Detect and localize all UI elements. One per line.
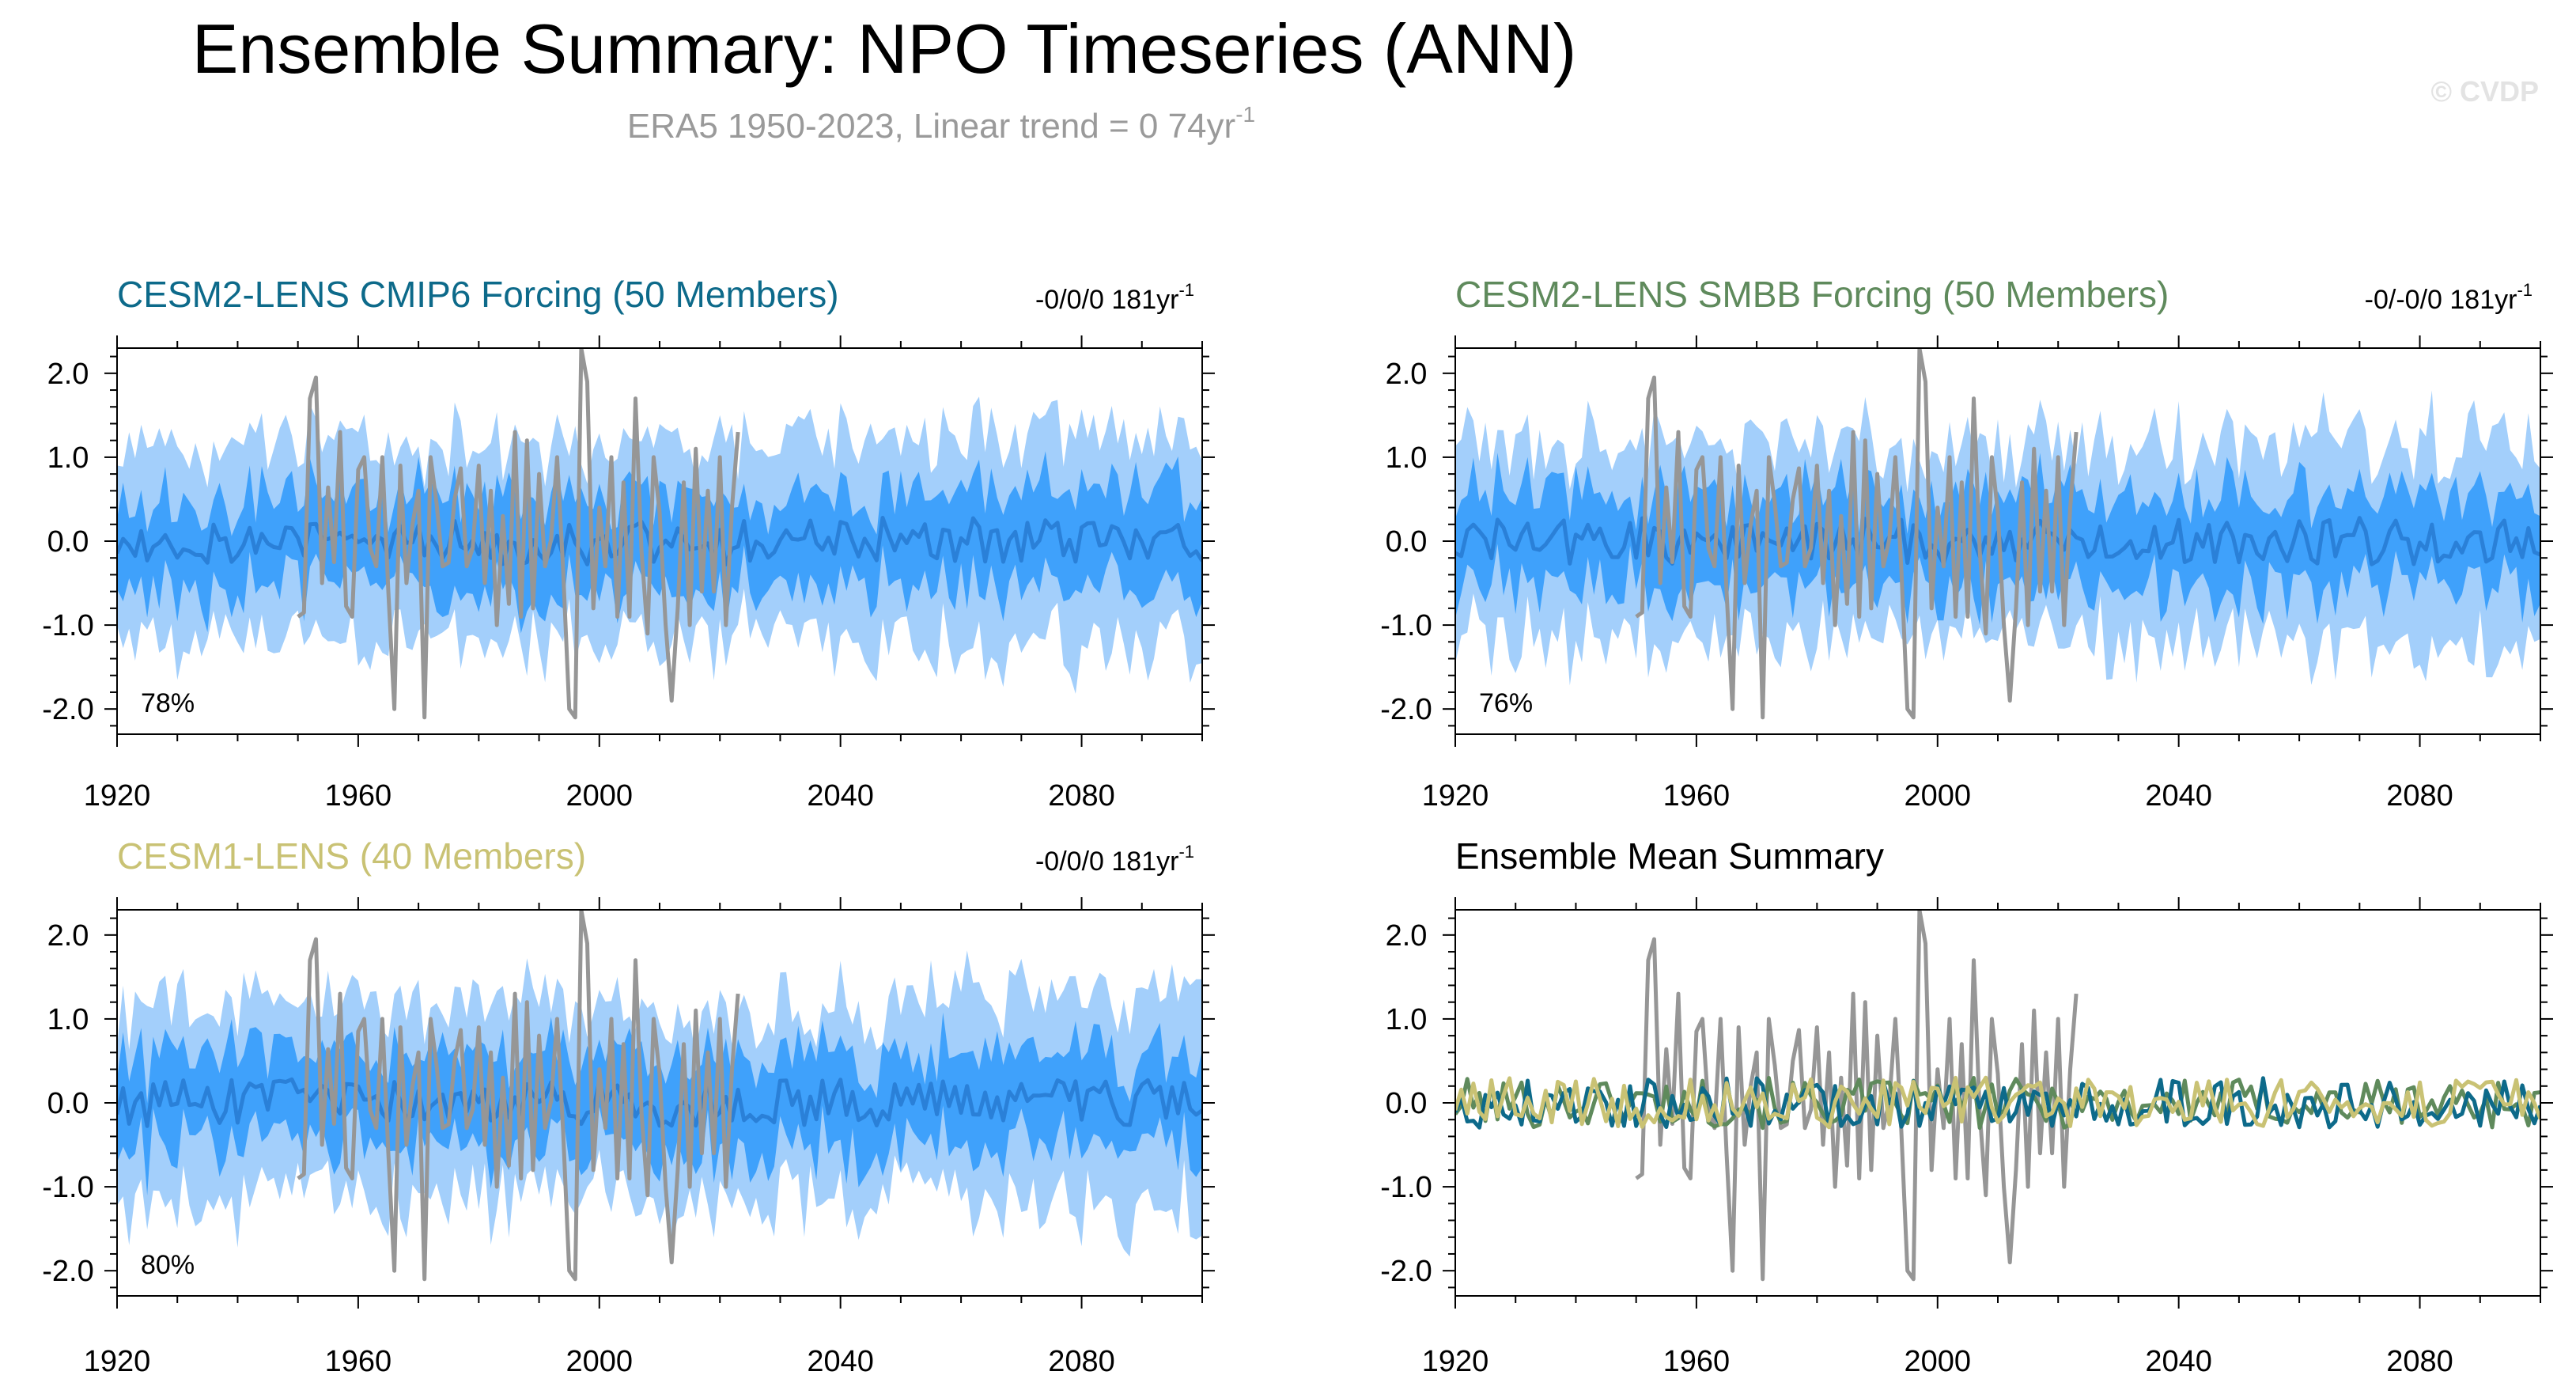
cesm1-mean-line (1455, 1075, 2540, 1130)
x-tick-label: 1960 (325, 1345, 392, 1378)
observed-line (297, 910, 740, 1282)
trend-label: -0/0/0 181yr-1 (1035, 280, 1194, 315)
x-tick-label: 1920 (84, 1345, 151, 1378)
y-tick-label: 2.0 (47, 358, 89, 391)
panel-title: Ensemble Mean Summary (1455, 835, 1884, 877)
figure-subtitle: ERA5 1950-2023, Linear trend = 0 74yr-1 (627, 102, 1255, 146)
percent-label: 80% (141, 1250, 195, 1280)
y-tick-label: -1.0 (1380, 1171, 1432, 1204)
x-tick-label: 2000 (566, 779, 634, 813)
panel-cesm1: 1920 1960 2000 2040 2080 2.0 1.0 0.0 -1.0 -2.0 CES… (42, 835, 1215, 1378)
panel-title: CESM2-LENS SMBB Forcing (50 Members) (1455, 274, 2169, 315)
observed-line (1635, 348, 2079, 720)
x-tick-label: 2080 (2386, 779, 2453, 813)
y-tick-label: 1.0 (47, 1003, 89, 1036)
x-tick-label: 1960 (1663, 779, 1731, 813)
y-tick-label: 0.0 (1386, 1087, 1428, 1120)
trend-label: -0/0/0 181yr-1 (1035, 842, 1194, 877)
x-tick-label: 2040 (2145, 779, 2212, 813)
ensemble-mean-line (117, 1077, 1202, 1128)
figure-title: Ensemble Summary: NPO Timeseries (ANN) (192, 9, 1577, 88)
x-tick-label: 2040 (807, 1345, 874, 1378)
y-tick-label: -2.0 (42, 693, 93, 726)
panel-mean-summary: 1920 1960 2000 2040 2080 2.0 1.0 0.0 -1.0 -2.0 Ens… (1380, 835, 2553, 1378)
x-tick-label: 1920 (1422, 1345, 1489, 1378)
percent-label: 78% (141, 688, 195, 718)
y-tick-label: 2.0 (47, 919, 89, 953)
x-tick-label: 2040 (807, 779, 874, 813)
x-tick-label: 2040 (2145, 1345, 2212, 1378)
panel-cesm2-smbb: 1920 1960 2000 2040 2080 2.0 1.0 0.0 -1.0 -2.0 CES… (1380, 274, 2553, 813)
plot-area (1455, 348, 2540, 720)
plot-area (117, 348, 1202, 720)
panel-title: CESM2-LENS CMIP6 Forcing (50 Members) (117, 274, 839, 315)
x-tick-label: 2080 (1048, 1345, 1115, 1378)
y-tick-label: 0.0 (1386, 525, 1428, 559)
x-tick-label: 1960 (325, 779, 392, 813)
percent-label: 76% (1479, 688, 1533, 718)
y-tick-label: 0.0 (47, 1087, 89, 1120)
plot-area (117, 910, 1202, 1282)
y-tick-label: -1.0 (42, 609, 93, 642)
panel-cesm2-cmip6: 1920 1960 2000 2040 2080 2.0 1.0 0.0 -1.0 -2.0 CES… (42, 274, 1215, 813)
x-tick-label: 1920 (1422, 779, 1489, 813)
watermark: © CVDP (2430, 75, 2539, 108)
trend-label: -0/-0/0 181yr-1 (2365, 280, 2532, 315)
y-tick-label: 2.0 (1386, 919, 1428, 953)
x-tick-label: 2000 (566, 1345, 634, 1378)
y-tick-label: -1.0 (1380, 609, 1432, 642)
x-tick-label: 2000 (1905, 779, 1972, 813)
y-tick-label: -2.0 (1380, 1255, 1432, 1288)
x-tick-label: 1920 (84, 779, 151, 813)
y-tick-label: 1.0 (1386, 1003, 1428, 1036)
y-tick-label: 0.0 (47, 525, 89, 559)
x-tick-label: 2080 (2386, 1345, 2453, 1378)
observed-line (297, 348, 740, 720)
panel-title: CESM1-LENS (40 Members) (117, 835, 586, 877)
plot-area (1455, 910, 2540, 1282)
y-tick-label: -1.0 (42, 1171, 93, 1204)
x-tick-label: 1960 (1663, 1345, 1731, 1378)
x-tick-label: 2000 (1905, 1345, 1972, 1378)
y-tick-label: -2.0 (42, 1255, 93, 1288)
y-tick-label: 1.0 (47, 441, 89, 475)
y-tick-label: -2.0 (1380, 693, 1432, 726)
y-tick-label: 1.0 (1386, 441, 1428, 475)
x-tick-label: 2080 (1048, 779, 1115, 813)
y-tick-label: 2.0 (1386, 358, 1428, 391)
